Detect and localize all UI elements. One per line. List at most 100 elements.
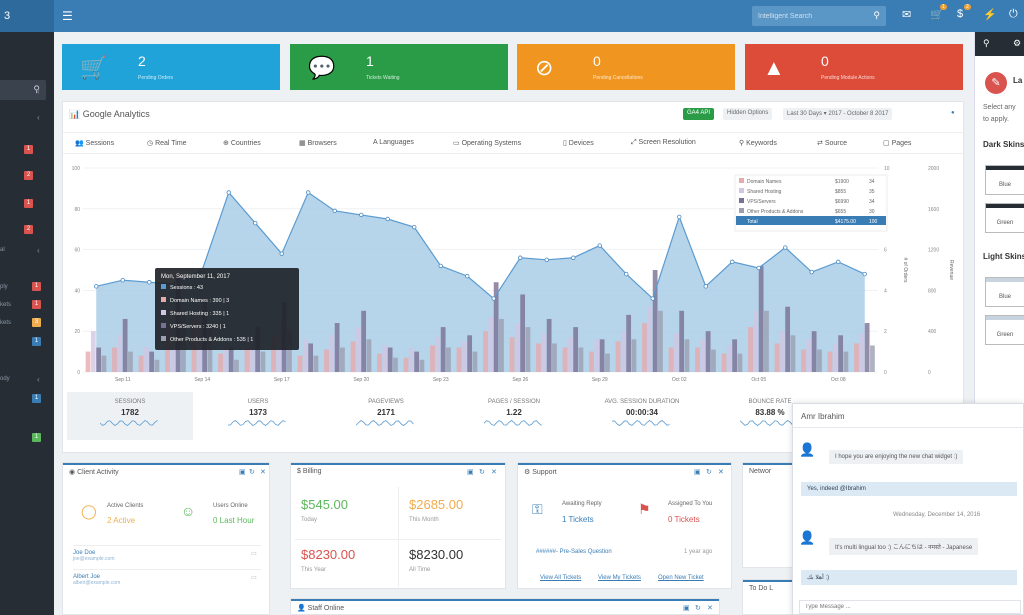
close-icon[interactable]: ✕ [718,469,724,476]
close-icon[interactable]: ✕ [260,469,266,476]
view-my-tickets-link[interactable]: View My Tickets [598,575,641,581]
skin-light-green[interactable]: Green [985,315,1024,345]
bars-icon[interactable]: ☰ [62,9,73,23]
client-row[interactable]: Albert Joe albert@example.com ▭ [73,569,261,591]
chat-header[interactable]: Amr Ibrahim [793,404,1023,428]
power-icon[interactable]: ⏻ [1009,8,1018,20]
sessions-point[interactable] [756,265,761,271]
sessions-point[interactable] [783,245,788,250]
tab-operating-systems[interactable]: ▭ Operating Systems [453,139,521,147]
metric-users[interactable]: USERS 1373 [195,392,321,440]
minimize-icon[interactable]: ▣ [239,469,246,476]
tab-pages[interactable]: ▢ Pages [883,139,911,147]
refresh-icon[interactable]: ↻ [706,469,712,476]
stat-box[interactable]: 🛒 2 Pending Orders [62,44,280,90]
comments-icon[interactable]: ✉ [902,9,912,21]
sessions-point[interactable] [650,296,655,301]
sessions-point[interactable] [306,190,311,195]
gear-icon[interactable]: ⚙ [1013,38,1022,48]
sidebar-item[interactable]: 1 [0,433,54,447]
cart-icon[interactable]: 🛒 [930,9,944,21]
search-icon[interactable]: ⚲ [983,38,990,48]
sessions-point[interactable] [491,296,496,301]
view-all-tickets-link[interactable]: View All Tickets [540,575,582,581]
minimize-icon[interactable]: ▣ [683,605,690,612]
tab-devices[interactable]: ▯ Devices [563,139,594,147]
client-info-icon[interactable]: ▭ [251,551,257,557]
sidebar-item[interactable]: 1 [0,394,54,408]
sessions-point[interactable] [253,220,258,226]
sessions-point[interactable] [226,190,231,195]
sidebar-item[interactable]: kets 1 [0,300,54,314]
metric-sessions[interactable]: SESSIONS 1782 [67,392,193,440]
refresh-icon[interactable]: ↻ [249,469,255,476]
client-info-icon[interactable]: ▭ [251,575,257,581]
tab-languages[interactable]: A Languages [373,139,414,146]
hidden-options-button[interactable]: Hidden Options [723,108,773,120]
sessions-point[interactable] [412,224,417,230]
close-icon[interactable]: ✕ [707,605,713,612]
dollar-icon[interactable]: $ [957,8,964,20]
tab-browsers[interactable]: ▦ Browsers [299,139,337,147]
skin-light-blue[interactable]: Blue [985,277,1024,307]
sessions-point[interactable] [94,284,99,289]
sessions-point[interactable] [862,271,867,277]
sessions-point[interactable] [120,277,125,283]
sessions-point[interactable] [518,255,523,260]
client-row[interactable]: Joe Doe joe@example.com ▭ [73,545,261,567]
sessions-point[interactable] [332,208,337,214]
skin-dark-blue[interactable]: Blue [985,165,1024,195]
stat-box[interactable]: ▲ 0 Pending Module Actions [745,44,963,90]
metric-pageviews[interactable]: PAGEVIEWS 2171 [323,392,449,440]
ticket-subject-link[interactable]: ######- Pre-Sales Question [536,549,612,555]
refresh-icon[interactable]: ↻ [479,469,485,476]
sidebar-item[interactable]: 1 [0,337,54,351]
tab-countries[interactable]: ⊕ Countries [223,139,261,147]
sidebar-item[interactable]: ody ‹ [0,374,54,388]
sidebar-item[interactable]: 2 [0,171,54,185]
stat-box[interactable]: 💬 1 Tickets Waiting [290,44,508,90]
sessions-point[interactable] [544,257,549,262]
sidebar-item[interactable]: 2 [0,225,54,239]
search-icon[interactable]: ⚲ [33,84,40,94]
date-range-picker[interactable]: Last 30 Days ▾ 2017 - October 8 2017 [783,108,893,120]
tab-sessions[interactable]: 👥 Sessions [75,139,114,147]
sidebar-search[interactable]: ⚲ [0,80,46,100]
search-input[interactable] [752,6,862,26]
sidebar-item[interactable]: al ‹ [0,245,54,259]
sessions-point[interactable] [571,255,576,260]
close-icon[interactable]: ● [951,110,955,116]
minimize-icon[interactable]: ▣ [694,469,701,476]
sessions-point[interactable] [836,259,841,265]
sidebar-item[interactable]: ‹ [0,86,54,100]
sessions-point[interactable] [597,243,602,248]
sessions-point[interactable] [359,212,364,218]
metric-bounce-rate[interactable]: BOUNCE RATE 83.88 % [707,392,833,440]
stat-box[interactable]: ⊘ 0 Pending Cancellations [517,44,735,90]
brand-logo[interactable]: 3 [0,0,54,32]
sidebar-item[interactable]: kets 3 [0,318,54,332]
sidebar-item[interactable]: ‹ [0,112,54,126]
tab-screen-resolution[interactable]: ⤢ Screen Resolution [631,139,696,147]
sessions-point[interactable] [438,263,443,269]
tab-real-time[interactable]: ◷ Real Time [147,139,187,147]
sidebar-item[interactable]: 1 [0,145,54,159]
chat-message-input[interactable] [799,600,1021,614]
bolt-icon[interactable]: ⚡ [983,9,997,21]
skin-dark-green[interactable]: Green [985,203,1024,233]
sidebar-item[interactable]: ply 1 [0,282,54,296]
tab-source[interactable]: ⇄ Source [817,139,847,147]
sessions-point[interactable] [465,273,470,279]
sessions-point[interactable] [677,214,682,220]
search-icon[interactable]: ⚲ [873,10,880,20]
metric-pages-session[interactable]: PAGES / SESSION 1.22 [451,392,577,440]
sessions-point[interactable] [809,269,814,275]
metric-avg-session-duration[interactable]: AVG. SESSION DURATION 00:00:34 [579,392,705,440]
sidebar-item[interactable]: 1 [0,199,54,213]
sessions-point[interactable] [385,216,390,222]
open-new-ticket-link[interactable]: Open New Ticket [658,575,704,581]
sessions-point[interactable] [730,259,735,265]
tab-keywords[interactable]: ⚲ Keywords [739,139,777,147]
sessions-point[interactable] [703,284,708,289]
refresh-icon[interactable]: ↻ [695,605,701,612]
